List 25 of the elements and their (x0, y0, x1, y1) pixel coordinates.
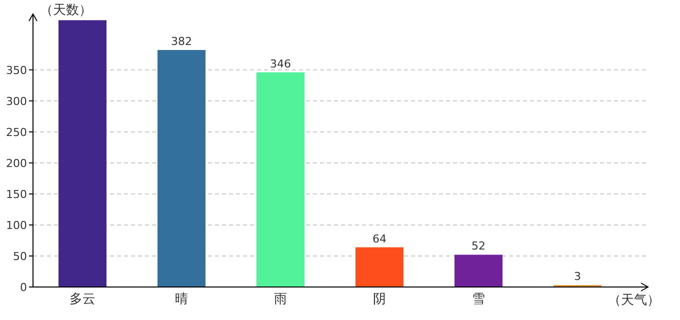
bar (256, 72, 304, 287)
y-tick-label: 50 (13, 250, 27, 263)
data-label: 3 (574, 270, 581, 284)
bar (58, 20, 106, 287)
x-tick-label: 雪 (472, 292, 485, 307)
bar (356, 247, 404, 287)
y-tick-label: 0 (20, 281, 27, 294)
bar (158, 50, 206, 287)
y-tick-label: 150 (6, 188, 27, 201)
x-tick-label: 多云 (70, 292, 96, 307)
data-label: 346 (270, 57, 291, 70)
y-tick-label: 100 (6, 218, 27, 232)
x-tick-label: 晴 (175, 292, 188, 307)
x-axis-title: （天气） (608, 293, 660, 308)
x-tick-label: 阴 (373, 292, 386, 307)
y-axis-title: （天数） (40, 3, 92, 18)
x-tick-label: 雨 (274, 292, 287, 307)
y-tick-label: 200 (6, 156, 27, 170)
bar (454, 254, 502, 287)
y-tick-label: 250 (6, 126, 27, 139)
data-label: 382 (171, 34, 192, 48)
data-label: 52 (472, 240, 486, 253)
data-label: 64 (372, 232, 386, 246)
y-tick-label: 350 (6, 64, 27, 77)
y-tick-label: 300 (6, 94, 27, 108)
